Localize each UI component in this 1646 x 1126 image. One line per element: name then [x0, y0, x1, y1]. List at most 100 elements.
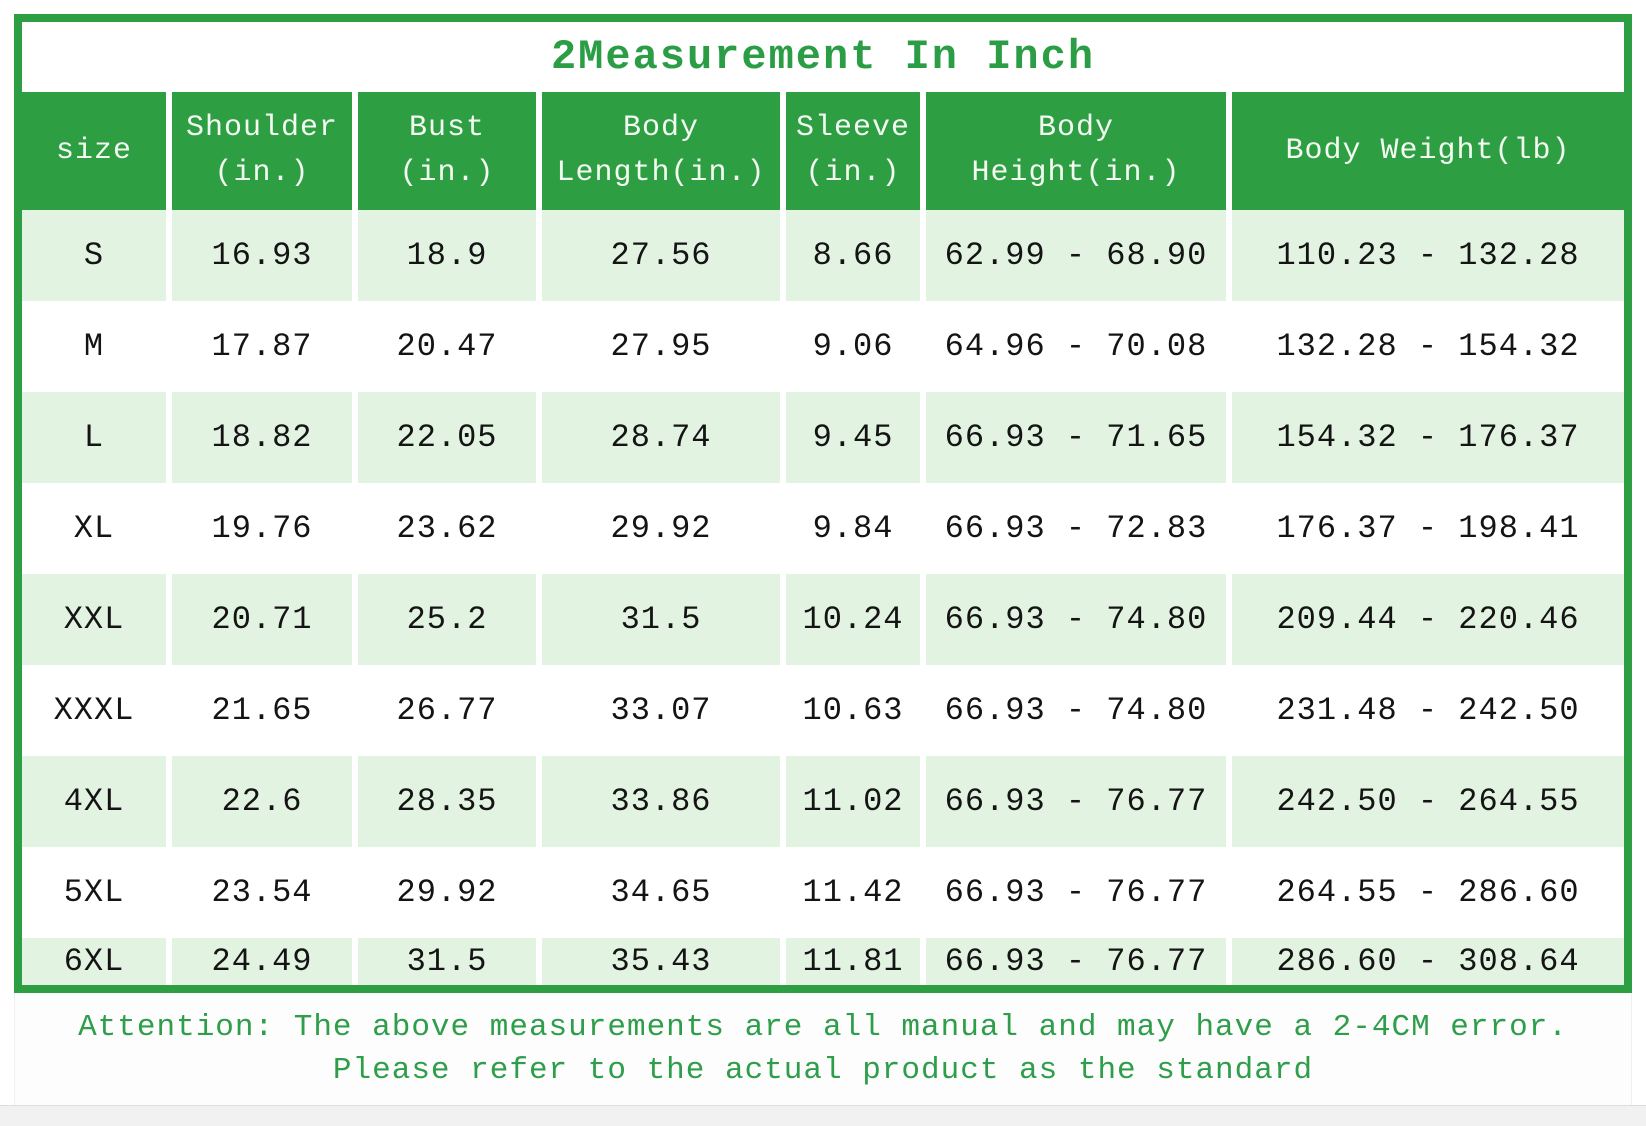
header-sleeve: Sleeve (in.) — [786, 92, 920, 210]
cell-body-weight: 242.50 - 264.55 — [1232, 756, 1624, 847]
cell-size: 5XL — [22, 847, 166, 938]
cell-body-height: 66.93 - 76.77 — [926, 756, 1226, 847]
table-row-m: M 17.87 20.47 27.95 9.06 64.96 - 70.08 1… — [22, 301, 1624, 392]
cell-sleeve: 11.42 — [786, 847, 920, 938]
header-bust-line1: Bust — [408, 111, 485, 145]
header-bust-line2: (in.) — [399, 156, 495, 190]
cell-body-height: 64.96 - 70.08 — [926, 301, 1226, 392]
cell-size: XXXL — [22, 665, 166, 756]
table-row-4xl: 4XL 22.6 28.35 33.86 11.02 66.93 - 76.77… — [22, 756, 1624, 847]
cell-sleeve: 8.66 — [786, 210, 920, 301]
attention-note-line1: Attention: The above measurements are al… — [78, 1010, 1568, 1045]
cell-sleeve: 11.02 — [786, 756, 920, 847]
table-row-xxl: XXL 20.71 25.2 31.5 10.24 66.93 - 74.80 … — [22, 574, 1624, 665]
cell-body-length: 29.92 — [542, 483, 780, 574]
cell-body-weight: 209.44 - 220.46 — [1232, 574, 1624, 665]
cell-bust: 20.47 — [358, 301, 536, 392]
cell-sleeve: 11.81 — [786, 938, 920, 985]
cell-bust: 23.62 — [358, 483, 536, 574]
cell-body-height: 66.93 - 76.77 — [926, 847, 1226, 938]
cell-body-length: 28.74 — [542, 392, 780, 483]
cell-size: XXL — [22, 574, 166, 665]
table-header-row: size Shoulder (in.) Bust (in.) Body Length(… — [22, 92, 1624, 210]
page-bottom-margin — [0, 1105, 1646, 1126]
cell-shoulder: 22.6 — [172, 756, 352, 847]
table-row-l: L 18.82 22.05 28.74 9.45 66.93 - 71.65 1… — [22, 392, 1624, 483]
table-row-xxxl: XXXL 21.65 26.77 33.07 10.63 66.93 - 74.… — [22, 665, 1624, 756]
cell-body-height: 66.93 - 76.77 — [926, 938, 1226, 985]
cell-sleeve: 9.45 — [786, 392, 920, 483]
cell-body-length: 33.86 — [542, 756, 780, 847]
attention-note-line2: Please refer to the actual product as th… — [332, 1053, 1314, 1088]
cell-size: L — [22, 392, 166, 483]
cell-body-height: 62.99 - 68.90 — [926, 210, 1226, 301]
header-body-height: Body Height(in.) — [926, 92, 1226, 210]
header-size-line1: size — [55, 133, 132, 168]
header-size: size — [22, 92, 166, 210]
cell-sleeve: 9.06 — [786, 301, 920, 392]
table-row-s: S 16.93 18.9 27.56 8.66 62.99 - 68.90 11… — [22, 210, 1624, 301]
cell-body-length: 27.95 — [542, 301, 780, 392]
cell-body-height: 66.93 - 71.65 — [926, 392, 1226, 483]
cell-shoulder: 18.82 — [172, 392, 352, 483]
cell-shoulder: 23.54 — [172, 847, 352, 938]
table-frame: 2Measurement In Inch size Shoulder (in.) … — [14, 14, 1632, 993]
cell-body-length: 27.56 — [542, 210, 780, 301]
cell-body-length: 35.43 — [542, 938, 780, 985]
cell-shoulder: 19.76 — [172, 483, 352, 574]
table-row-6xl: 6XL 24.49 31.5 35.43 11.81 66.93 - 76.77… — [22, 938, 1624, 985]
cell-body-height: 66.93 - 74.80 — [926, 574, 1226, 665]
cell-body-weight: 110.23 - 132.28 — [1232, 210, 1624, 301]
table-row-5xl: 5XL 23.54 29.92 34.65 11.42 66.93 - 76.7… — [22, 847, 1624, 938]
cell-shoulder: 20.71 — [172, 574, 352, 665]
header-sleeve-line1: Sleeve — [795, 111, 911, 145]
cell-body-weight: 132.28 - 154.32 — [1232, 301, 1624, 392]
header-shoulder: Shoulder (in.) — [172, 92, 352, 210]
cell-body-length: 31.5 — [542, 574, 780, 665]
cell-sleeve: 10.24 — [786, 574, 920, 665]
cell-body-weight: 286.60 - 308.64 — [1232, 938, 1624, 985]
header-body-length: Body Length(in.) — [542, 92, 780, 210]
cell-body-weight: 231.48 - 242.50 — [1232, 665, 1624, 756]
cell-shoulder: 24.49 — [172, 938, 352, 985]
cell-bust: 25.2 — [358, 574, 536, 665]
header-body-weight: Body Weight(lb) — [1232, 92, 1624, 210]
cell-shoulder: 16.93 — [172, 210, 352, 301]
cell-body-height: 66.93 - 74.80 — [926, 665, 1226, 756]
page-top-margin — [0, 0, 1646, 14]
attention-note: Attention: The above measurements are al… — [14, 993, 1632, 1105]
cell-size: S — [22, 210, 166, 301]
header-shoulder-line1: Shoulder — [185, 111, 339, 145]
header-sleeve-line2: (in.) — [805, 156, 901, 190]
cell-body-weight: 154.32 - 176.37 — [1232, 392, 1624, 483]
cell-body-height: 66.93 - 72.83 — [926, 483, 1226, 574]
cell-bust: 31.5 — [358, 938, 536, 985]
header-body-height-line2: Height(in.) — [971, 156, 1181, 190]
header-body-height-line1: Body — [1037, 111, 1114, 145]
cell-shoulder: 21.65 — [172, 665, 352, 756]
cell-size: XL — [22, 483, 166, 574]
cell-body-weight: 264.55 - 286.60 — [1232, 847, 1624, 938]
cell-bust: 26.77 — [358, 665, 536, 756]
cell-shoulder: 17.87 — [172, 301, 352, 392]
header-body-weight-line1: Body Weight(lb) — [1285, 133, 1571, 168]
header-body-length-line2: Length(in.) — [556, 156, 766, 190]
header-shoulder-line2: (in.) — [214, 156, 310, 190]
cell-body-length: 33.07 — [542, 665, 780, 756]
cell-sleeve: 10.63 — [786, 665, 920, 756]
size-table: size Shoulder (in.) Bust (in.) Body Length(… — [22, 92, 1624, 985]
cell-size: M — [22, 301, 166, 392]
header-body-length-line1: Body — [622, 111, 699, 145]
cell-bust: 18.9 — [358, 210, 536, 301]
header-bust: Bust (in.) — [358, 92, 536, 210]
table-row-xl: XL 19.76 23.62 29.92 9.84 66.93 - 72.83 … — [22, 483, 1624, 574]
page-title: 2Measurement In Inch — [22, 22, 1624, 92]
cell-size: 4XL — [22, 756, 166, 847]
cell-bust: 22.05 — [358, 392, 536, 483]
cell-body-length: 34.65 — [542, 847, 780, 938]
cell-bust: 29.92 — [358, 847, 536, 938]
cell-bust: 28.35 — [358, 756, 536, 847]
cell-body-weight: 176.37 - 198.41 — [1232, 483, 1624, 574]
cell-sleeve: 9.84 — [786, 483, 920, 574]
